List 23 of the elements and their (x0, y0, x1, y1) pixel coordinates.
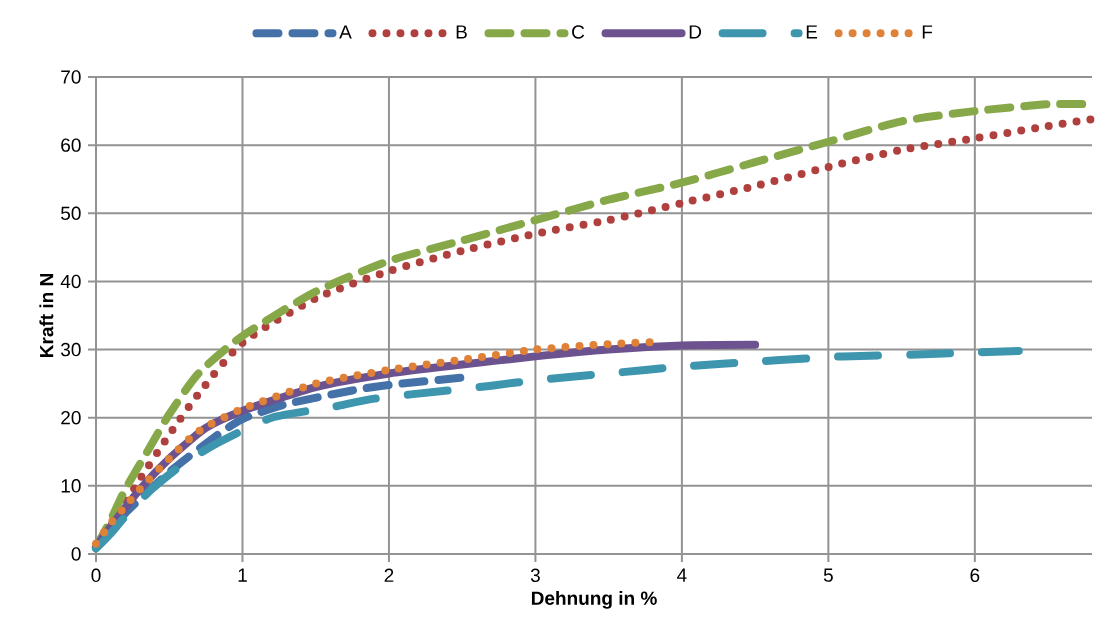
legend-label: B (456, 25, 467, 39)
legend-label: A (339, 25, 352, 39)
legend-label: C (572, 25, 585, 39)
y-tick-label: 30 (61, 342, 81, 357)
x-tick-label: 2 (384, 568, 394, 582)
y-tick-label: 50 (61, 206, 81, 221)
x-tick-label: 4 (677, 568, 687, 582)
y-tick-label: 20 (61, 410, 81, 425)
y-tick-label: 70 (61, 70, 81, 84)
y-tick-label: 0 (71, 547, 81, 561)
legend-label: E (806, 25, 818, 39)
y-tick-label: 60 (61, 138, 81, 152)
x-tick-label: 3 (530, 568, 540, 583)
x-tick-label: 5 (823, 568, 833, 582)
x-tick-label: 0 (91, 568, 101, 583)
x-tick-label: 1 (238, 568, 247, 582)
legend-label: D (689, 25, 702, 39)
y-tick-label: 40 (60, 274, 81, 289)
y-tick-label: 10 (61, 479, 81, 493)
x-axis-title: Dehnung in % (531, 590, 657, 609)
x-tick-label: 6 (970, 568, 980, 583)
y-axis-title: Kraft in N (39, 274, 54, 357)
legend-label: F (922, 25, 933, 39)
